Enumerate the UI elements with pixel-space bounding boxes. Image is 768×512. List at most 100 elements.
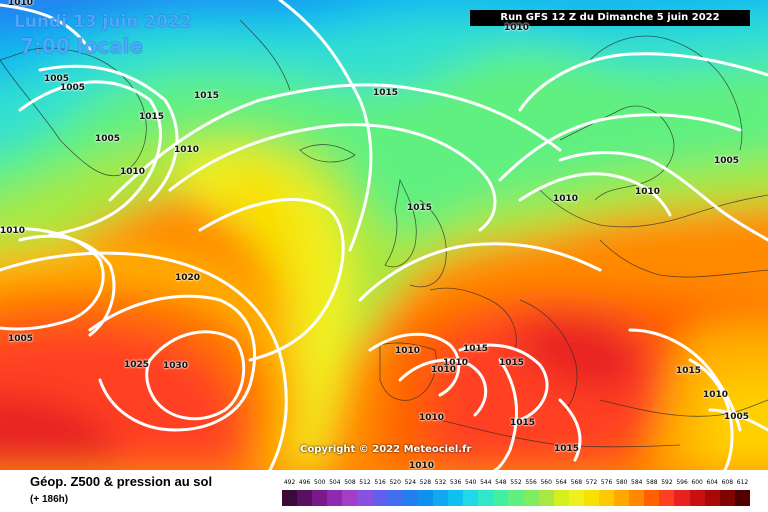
isobar-label: 1015 (499, 358, 525, 368)
isobar-label: 1010 (8, 0, 34, 8)
color-scale-swatch (568, 490, 584, 506)
color-scale-swatch (432, 490, 449, 506)
color-scale-swatch (342, 490, 358, 506)
isobar-label: 1005 (60, 83, 86, 93)
color-scale-value: 572 (585, 479, 598, 486)
isobar-label: 1010 (635, 187, 661, 197)
color-scale-value: 580 (615, 479, 628, 486)
isobar-label: 1015 (510, 418, 536, 428)
color-scale-value: 536 (449, 479, 462, 486)
isobar-label: 1010 (0, 226, 26, 236)
color-scale-swatch (508, 490, 524, 506)
color-scale-swatch (689, 490, 705, 506)
color-scale-value: 500 (314, 479, 326, 486)
isobar-label: 1015 (139, 112, 165, 122)
color-scale-swatch (583, 490, 599, 506)
color-scale-swatch (719, 490, 735, 506)
color-scale-value: 596 (676, 479, 688, 486)
isobar-label: 1010 (395, 346, 421, 356)
color-scale-swatch (493, 490, 509, 506)
color-scale-value: 508 (344, 479, 356, 486)
isobar-label: 1010 (504, 23, 530, 33)
color-scale-value: 588 (646, 479, 658, 486)
color-scale-value: 568 (570, 479, 583, 486)
color-scale-swatch (372, 490, 388, 506)
isobar-label: 1010 (553, 194, 579, 204)
color-scale-swatch (598, 490, 615, 506)
color-scale-value: 560 (540, 479, 552, 486)
forecast-time: 7:00 locale (20, 34, 144, 58)
color-scale-swatch (538, 490, 554, 506)
color-scale-swatch (417, 490, 433, 506)
z500-color-field (0, 0, 768, 470)
color-scale-bar (282, 490, 750, 506)
isobar-label: 1025 (124, 360, 150, 370)
forecast-lead-time: (+ 186h) (30, 494, 69, 505)
color-scale-value: 520 (389, 479, 401, 486)
color-scale-value: 544 (480, 479, 492, 486)
color-scale-labels: 492 496 500 504 508 512 516 520 524 528 532 536 540 5… (282, 479, 750, 489)
isobar-label: 1010 (409, 461, 435, 470)
color-scale-value: 584 (631, 479, 643, 486)
color-scale-value: 528 (419, 479, 432, 486)
isobar-lines (0, 0, 768, 470)
isobar-label: 1020 (175, 273, 201, 283)
isobar-label: 1015 (407, 203, 433, 213)
coastlines (0, 19, 768, 448)
color-scale-value: 604 (706, 479, 718, 486)
color-scale-swatch (644, 490, 660, 506)
isobar-label: 1005 (44, 74, 70, 84)
color-scale-value: 612 (736, 479, 749, 486)
color-scale-value: 540 (464, 479, 477, 486)
color-scale-swatch (523, 490, 539, 506)
color-scale-value: 516 (374, 479, 386, 486)
color-scale-swatch (357, 490, 373, 506)
isobar-label: 1005 (95, 134, 121, 144)
copyright-notice: Copyright © 2022 Meteociel.fr (300, 444, 472, 455)
color-scale-value: 552 (510, 479, 522, 486)
isobar-label: 1015 (463, 344, 489, 354)
forecast-map: Lundi 13 juin 2022 7:00 locale Run GFS 1… (0, 0, 768, 470)
color-scale-value: 532 (434, 479, 447, 486)
color-scale-value: 496 (298, 479, 311, 486)
isobar-label: 1005 (724, 412, 750, 422)
color-scale-value: 564 (555, 479, 567, 486)
color-scale-swatch (312, 490, 328, 506)
color-scale-swatch (734, 490, 750, 506)
color-scale-value: 556 (525, 479, 537, 486)
color-scale-swatch (674, 490, 690, 506)
color-scale-swatch (478, 490, 494, 506)
color-scale-value: 576 (600, 479, 613, 486)
color-scale-swatch (297, 490, 313, 506)
color-scale-value: 600 (691, 479, 703, 486)
isobar-label: 1015 (676, 366, 702, 376)
color-scale-swatch (553, 490, 569, 506)
isobar-label: 1010 (431, 365, 457, 375)
color-scale-swatch (402, 490, 418, 506)
legend-title: Géop. Z500 & pression au sol (30, 474, 213, 489)
color-scale-value: 524 (404, 479, 417, 486)
isobar-label: 1010 (419, 413, 445, 423)
isobar-label: 1015 (373, 88, 399, 98)
isobar-label: 1010 (174, 145, 200, 155)
isobar-label: 1005 (8, 334, 34, 344)
color-scale-value: 504 (329, 479, 341, 486)
color-scale-value: 492 (283, 479, 296, 486)
color-scale-swatch (282, 490, 298, 506)
color-scale-swatch (704, 490, 720, 506)
isobar-label: 1030 (163, 361, 189, 371)
color-scale-value: 548 (495, 479, 507, 486)
color-scale-swatch (327, 490, 343, 506)
color-scale-swatch (448, 490, 464, 506)
color-scale-swatch (614, 490, 630, 506)
color-scale-swatch (659, 490, 675, 506)
color-scale-value: 592 (661, 479, 673, 486)
isobar-label: 1010 (443, 358, 469, 368)
isobar-label: 1005 (714, 156, 740, 166)
color-scale-swatch (387, 490, 403, 506)
isobar-label: 1015 (194, 91, 220, 101)
forecast-date: Lundi 13 juin 2022 (14, 12, 192, 32)
model-run-banner: Run GFS 12 Z du Dimanche 5 juin 2022 (470, 10, 750, 26)
isobar-label: 1010 (703, 390, 729, 400)
